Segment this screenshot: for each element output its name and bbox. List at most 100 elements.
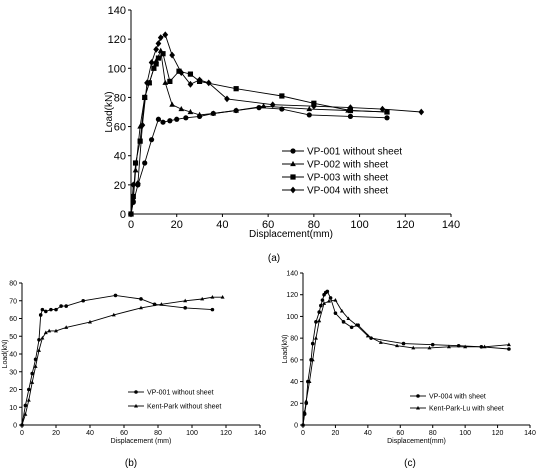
data-point [307, 379, 312, 384]
data-point [418, 108, 425, 116]
legend-entry: VP-001 without sheet [307, 147, 402, 158]
legend-entry: VP-004 with sheet [429, 394, 486, 401]
data-point [153, 45, 160, 53]
data-point [326, 299, 331, 303]
data-point [160, 51, 166, 57]
data-point [139, 297, 143, 301]
data-point [155, 116, 162, 122]
x-tick-label: 140 [442, 219, 460, 231]
data-point [306, 105, 313, 112]
data-point [339, 308, 344, 313]
x-tick-label: 60 [262, 219, 274, 231]
legend-entry: Kent-Park-Lu with sheet [429, 406, 504, 413]
data-point [111, 312, 116, 317]
data-point [38, 313, 43, 317]
data-point [200, 296, 205, 301]
data-point [210, 110, 217, 116]
data-point [384, 109, 390, 115]
data-point [183, 115, 189, 121]
data-point [322, 301, 327, 305]
legend-marker [290, 174, 296, 180]
data-point [40, 335, 45, 340]
data-point [157, 34, 164, 42]
x-tick-label: 120 [220, 430, 232, 437]
legend-entry: VP-002 with sheet [307, 160, 388, 171]
x-tick-label: 80 [429, 430, 437, 437]
y-tick-label: 0 [120, 209, 126, 221]
data-point [132, 160, 139, 166]
data-point [328, 296, 333, 300]
y-tick-label: 20 [114, 180, 126, 192]
data-point [310, 341, 315, 346]
data-point [167, 118, 173, 124]
legend-entry: VP-001 without sheet [147, 390, 214, 397]
data-point [148, 137, 155, 143]
x-tick-label: 100 [186, 430, 198, 437]
data-point [54, 307, 58, 312]
chart-panel-c: 0 20 40 60 80 100 120 140 0 20 40 60 80 100 120 140 Disp… [282, 271, 536, 470]
y-tick-label: 10 [9, 405, 17, 412]
series-line [302, 299, 509, 426]
data-point [378, 340, 383, 344]
data-point [506, 342, 511, 347]
x-tick-label: 40 [364, 430, 372, 437]
y-tick-label: 40 [290, 379, 298, 386]
data-point [37, 348, 41, 352]
x-tick-label: 0 [20, 430, 24, 437]
data-point [196, 111, 203, 117]
y-tick-label: 60 [290, 357, 298, 364]
data-point [317, 310, 322, 314]
x-tick-label: 120 [492, 430, 504, 437]
x-axis-label: Displacement(mm) [249, 229, 333, 240]
data-point [160, 119, 166, 125]
x-tick-label: 20 [332, 430, 340, 437]
data-point [139, 121, 146, 129]
y-axis-label: Load(kN) [104, 91, 115, 132]
y-tick-label: 40 [114, 151, 126, 163]
data-point [44, 309, 48, 314]
data-point [167, 78, 173, 84]
data-point [260, 103, 267, 109]
legend: VP-001 without sheet VP-002 with sheet VP-… [282, 147, 402, 197]
data-point [301, 422, 305, 427]
data-point [333, 311, 338, 315]
legend-marker [290, 148, 296, 154]
panel-label: (c) [404, 458, 416, 469]
x-tick-label: 100 [459, 430, 471, 437]
data-point [482, 344, 487, 349]
legend-marker [290, 160, 296, 167]
legend-entry: VP-004 with sheet [307, 186, 388, 197]
data-point [162, 79, 169, 85]
data-point [153, 61, 159, 67]
data-point [427, 345, 432, 350]
y-tick-label: 30 [9, 369, 17, 376]
data-point [507, 347, 511, 351]
data-point [27, 387, 31, 392]
data-point [23, 412, 28, 416]
chart-panel-a: 0 20 40 60 80 100 120 140 0 20 40 60 80 100 120 140 Disp… [104, 5, 460, 264]
x-tick-label: 80 [154, 430, 162, 437]
y-tick-label: 20 [9, 387, 17, 394]
x-tick-label: 0 [301, 430, 305, 437]
data-point [411, 345, 416, 350]
x-tick-label: 20 [171, 219, 183, 231]
data-point [205, 79, 212, 87]
chart-panel-b: 0 20 40 60 80 100 120 14001020304050607080Displ… [2, 281, 266, 470]
panel-label: (b) [125, 458, 137, 469]
series-2 [20, 295, 225, 427]
data-point [224, 95, 230, 103]
y-tick-label: 120 [108, 34, 126, 46]
series-line [130, 49, 388, 215]
x-tick-label: 60 [120, 430, 128, 437]
y-tick-label: 80 [9, 281, 17, 288]
data-point [347, 104, 354, 112]
data-point [64, 304, 68, 308]
data-point [395, 343, 400, 348]
data-point [137, 138, 143, 144]
data-point [314, 320, 318, 324]
data-point [354, 322, 359, 327]
legend-entry: Kent-Park without sheet [147, 404, 221, 411]
data-point [183, 298, 188, 303]
legend-marker [416, 405, 420, 410]
